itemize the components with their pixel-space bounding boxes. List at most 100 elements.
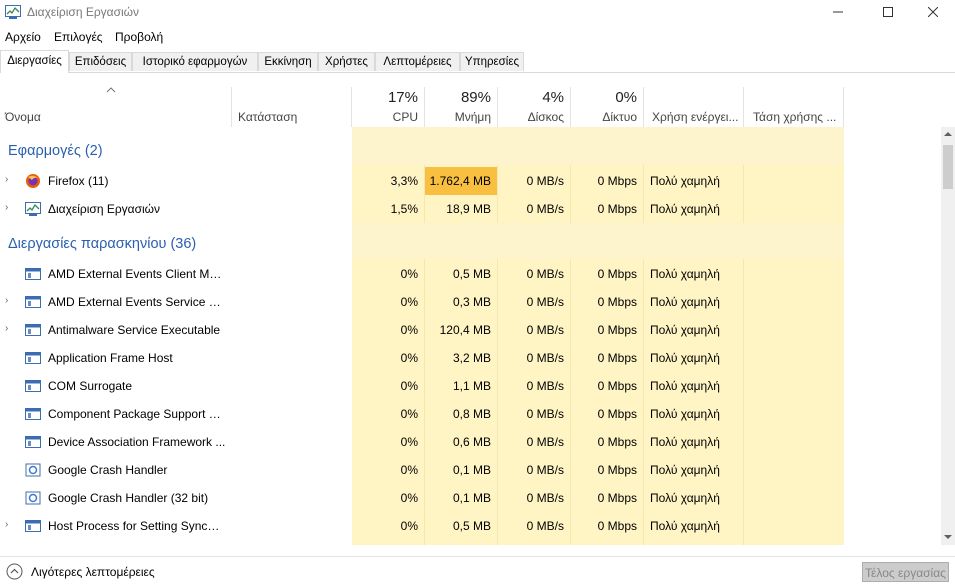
column-power-trend[interactable]: Τάση χρήσης ... <box>753 110 837 124</box>
google-update-icon <box>25 463 41 477</box>
process-row[interactable]: AMD External Events Client Mo... 0% 0,5 MB… <box>0 260 940 288</box>
power-value: Πολύ χαμηλή <box>650 379 720 393</box>
expand-chevron-icon[interactable]: › <box>5 323 9 334</box>
memory-value: 0,8 MB <box>452 407 491 421</box>
tab-performance[interactable]: Επιδόσεις <box>69 52 132 71</box>
disk-value: 0 MB/s <box>526 202 564 216</box>
process-row[interactable]: › Διαχείριση Εργασιών 1,5% 18,9 MB 0 MB/… <box>0 195 940 223</box>
vertical-scrollbar[interactable] <box>941 127 955 545</box>
firefox-icon <box>26 174 40 188</box>
process-window-icon <box>25 520 41 532</box>
disk-value: 0 MB/s <box>526 491 564 505</box>
column-network[interactable]: Δίκτυο <box>602 110 637 124</box>
header-divider <box>643 87 644 127</box>
end-task-button[interactable]: Τέλος εργασίας <box>862 562 949 582</box>
tab-app-history[interactable]: Ιστορικό εφαρμογών <box>132 52 258 71</box>
expand-chevron-icon[interactable]: › <box>5 174 9 185</box>
process-window-icon <box>25 408 41 420</box>
tab-services[interactable]: Υπηρεσίες <box>460 52 524 71</box>
process-window-icon <box>25 268 41 280</box>
cpu-value: 1,5% <box>390 202 418 216</box>
power-value: Πολύ χαμηλή <box>650 407 720 421</box>
network-value: 0 Mbps <box>597 407 637 421</box>
header-divider <box>424 87 425 127</box>
menu-file[interactable]: Αρχείο <box>5 30 41 44</box>
power-value: Πολύ χαμηλή <box>650 435 720 449</box>
process-row[interactable]: › Firefox (11) 3,3% 1.762,4 MB 0 MB/s 0 … <box>0 167 940 195</box>
network-total[interactable]: 0% <box>615 89 637 106</box>
process-window-icon <box>25 380 41 392</box>
power-value: Πολύ χαμηλή <box>650 323 720 337</box>
scroll-down-icon[interactable] <box>944 534 952 540</box>
process-row[interactable]: › Host Process for Setting Synchr... 0% 0,5… <box>0 512 940 540</box>
process-row[interactable]: Device Association Framework ... 0% 0,6 MB… <box>0 428 940 456</box>
minimize-button[interactable] <box>815 0 861 24</box>
memory-value: 120,4 MB <box>439 323 491 337</box>
disk-value: 0 MB/s <box>526 174 564 188</box>
process-row[interactable]: Google Crash Handler 0% 0,1 MB 0 MB/s 0 Mbps… <box>0 456 940 484</box>
fewer-details-link[interactable]: Λιγότερες λεπτομέρειες <box>31 565 155 579</box>
process-row[interactable]: › Antimalware Service Executable 0% 120,4 M… <box>0 316 940 344</box>
memory-value: 1,1 MB <box>452 379 491 393</box>
tab-users[interactable]: Χρήστες <box>318 52 375 71</box>
disk-total[interactable]: 4% <box>542 89 564 106</box>
power-value: Πολύ χαμηλή <box>650 491 720 505</box>
process-row[interactable]: Component Package Support S... 0% 0,8 MB 0 … <box>0 400 940 428</box>
scroll-up-icon[interactable] <box>944 131 952 137</box>
sort-up-icon <box>106 87 116 93</box>
disk-value: 0 MB/s <box>526 379 564 393</box>
close-button[interactable] <box>910 0 955 24</box>
cpu-value: 0% <box>400 379 418 393</box>
disk-value: 0 MB/s <box>526 407 564 421</box>
menu-options[interactable]: Επιλογές <box>54 30 103 44</box>
expand-chevron-icon[interactable]: › <box>5 295 9 306</box>
tab-details[interactable]: Λεπτομέρειες <box>375 52 460 71</box>
process-row[interactable]: Google Crash Handler (32 bit) 0% 0,1 MB 0 M… <box>0 484 940 512</box>
memory-total[interactable]: 89% <box>460 89 491 106</box>
cpu-total[interactable]: 17% <box>387 89 418 106</box>
process-row[interactable]: Application Frame Host 0% 3,2 MB 0 MB/s 0 Mb… <box>0 344 940 372</box>
memory-value: 0,5 MB <box>452 267 491 281</box>
google-update-icon <box>25 491 41 505</box>
process-window-icon <box>25 296 41 308</box>
network-value: 0 Mbps <box>597 202 637 216</box>
process-name: Google Crash Handler <box>48 463 168 477</box>
maximize-icon <box>883 7 893 17</box>
process-window-icon <box>25 324 41 336</box>
group-apps[interactable]: Εφαρμογές (2) <box>8 143 103 159</box>
column-name[interactable]: Όνομα <box>5 110 41 124</box>
process-name: AMD External Events Service M... <box>48 295 226 309</box>
memory-value: 1.762,4 MB <box>429 174 491 188</box>
window-title: Διαχείριση Εργασιών <box>27 5 140 19</box>
cpu-value: 0% <box>400 295 418 309</box>
bottom-bar: Λιγότερες λεπτομέρειες Τέλος εργασίας <box>0 556 955 587</box>
cpu-value: 3,3% <box>390 174 418 188</box>
disk-value: 0 MB/s <box>526 519 564 533</box>
disk-value: 0 MB/s <box>526 351 564 365</box>
scroll-thumb[interactable] <box>943 145 953 189</box>
cpu-value: 0% <box>400 463 418 477</box>
column-cpu[interactable]: CPU <box>392 110 418 124</box>
expand-chevron-icon[interactable]: › <box>5 202 9 213</box>
column-disk[interactable]: Δίσκος <box>527 110 564 124</box>
title-bar: Διαχείριση Εργασιών <box>0 0 955 26</box>
column-status[interactable]: Κατάσταση <box>238 110 298 124</box>
close-icon <box>928 7 938 17</box>
process-name: AMD External Events Client Mo... <box>48 267 226 281</box>
tab-startup[interactable]: Εκκίνηση <box>258 52 318 71</box>
process-row[interactable]: › AMD External Events Service M... 0% 0,3 M… <box>0 288 940 316</box>
group-background[interactable]: Διεργασίες παρασκηνίου (36) <box>8 236 197 252</box>
memory-value: 0,1 MB <box>452 491 491 505</box>
collapse-chevron-icon[interactable] <box>6 563 23 580</box>
menu-view[interactable]: Προβολή <box>115 30 164 44</box>
tab-processes[interactable]: Διεργασίες <box>0 50 69 73</box>
process-window-icon <box>25 436 41 448</box>
power-value: Πολύ χαμηλή <box>650 351 720 365</box>
process-row[interactable]: COM Surrogate 0% 1,1 MB 0 MB/s 0 Mbps Πολύ χα… <box>0 372 940 400</box>
expand-chevron-icon[interactable]: › <box>5 519 9 530</box>
column-power-usage[interactable]: Χρήση ενέργει... <box>652 110 739 124</box>
header-divider <box>497 87 498 127</box>
column-memory[interactable]: Μνήμη <box>454 110 491 124</box>
maximize-button[interactable] <box>865 0 911 24</box>
process-name: Application Frame Host <box>48 351 173 365</box>
